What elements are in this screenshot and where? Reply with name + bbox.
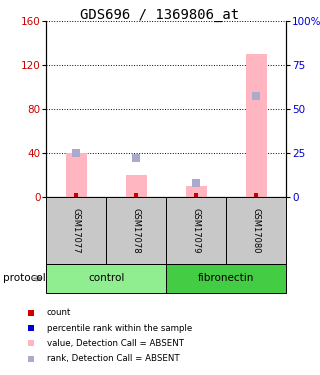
Bar (46, 197, 106, 264)
Bar (166, 197, 227, 264)
Point (254, 93, 259, 99)
Bar (166, 264, 286, 292)
Text: protocol: protocol (3, 273, 46, 284)
Text: rank, Detection Call = ABSENT: rank, Detection Call = ABSENT (47, 354, 180, 363)
Text: GSM17078: GSM17078 (132, 208, 141, 254)
Bar (46, 264, 166, 292)
Bar (106, 197, 166, 264)
Point (134, 192, 139, 198)
Text: GSM17077: GSM17077 (72, 208, 81, 254)
Point (254, 192, 259, 198)
Bar (246, 54, 267, 197)
Bar (66, 153, 87, 197)
Text: control: control (88, 273, 124, 284)
Text: GDS696 / 1369806_at: GDS696 / 1369806_at (80, 8, 240, 22)
Point (194, 180, 199, 186)
Point (28, 340, 34, 346)
Bar (186, 186, 207, 197)
Bar (126, 175, 147, 197)
Text: percentile rank within the sample: percentile rank within the sample (47, 324, 192, 333)
Text: GSM17079: GSM17079 (192, 208, 201, 254)
Text: GSM17080: GSM17080 (252, 208, 261, 254)
Point (28, 356, 34, 362)
Text: fibronectin: fibronectin (198, 273, 255, 284)
Point (134, 155, 139, 161)
Point (74, 150, 79, 156)
Point (28, 310, 34, 316)
Text: value, Detection Call = ABSENT: value, Detection Call = ABSENT (47, 339, 184, 348)
Text: count: count (47, 308, 71, 317)
Bar (227, 197, 286, 264)
Point (74, 192, 79, 198)
Point (28, 325, 34, 331)
Point (194, 192, 199, 198)
